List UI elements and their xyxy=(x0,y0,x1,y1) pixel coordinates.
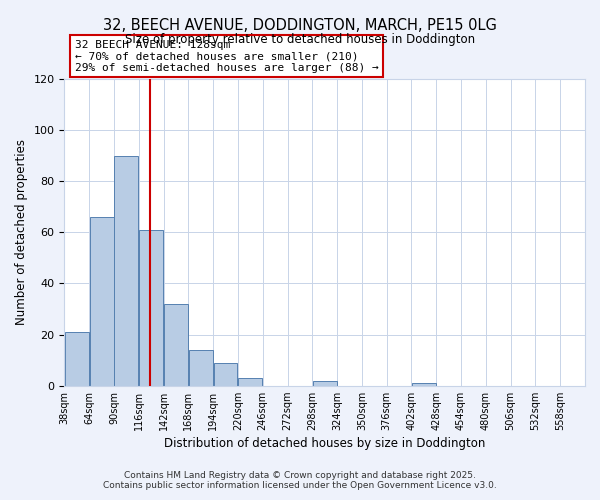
Bar xyxy=(313,380,337,386)
Bar xyxy=(214,362,238,386)
Bar xyxy=(238,378,262,386)
Bar xyxy=(115,156,138,386)
Bar xyxy=(412,383,436,386)
Y-axis label: Number of detached properties: Number of detached properties xyxy=(15,140,28,326)
Bar xyxy=(65,332,89,386)
Text: Contains public sector information licensed under the Open Government Licence v3: Contains public sector information licen… xyxy=(103,481,497,490)
Text: Size of property relative to detached houses in Doddington: Size of property relative to detached ho… xyxy=(125,32,475,46)
Text: 32, BEECH AVENUE, DODDINGTON, MARCH, PE15 0LG: 32, BEECH AVENUE, DODDINGTON, MARCH, PE1… xyxy=(103,18,497,32)
X-axis label: Distribution of detached houses by size in Doddington: Distribution of detached houses by size … xyxy=(164,437,485,450)
Bar xyxy=(89,217,113,386)
Bar xyxy=(164,304,188,386)
Bar xyxy=(139,230,163,386)
Text: 32 BEECH AVENUE: 128sqm
← 70% of detached houses are smaller (210)
29% of semi-d: 32 BEECH AVENUE: 128sqm ← 70% of detache… xyxy=(75,40,379,73)
Bar xyxy=(189,350,212,386)
Text: Contains HM Land Registry data © Crown copyright and database right 2025.: Contains HM Land Registry data © Crown c… xyxy=(124,471,476,480)
